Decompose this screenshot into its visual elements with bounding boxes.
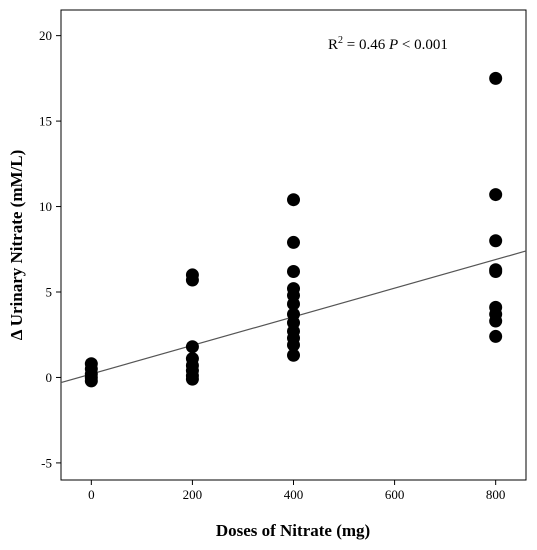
data-point-0-14 bbox=[287, 235, 300, 249]
y-axis: -5 0 5 10 15 20 bbox=[39, 28, 61, 470]
y-tick-label-3: 10 bbox=[39, 199, 52, 214]
data-point-0-27 bbox=[489, 234, 503, 248]
y-tick-label-2: 5 bbox=[46, 285, 53, 300]
p-value: < 0.001 bbox=[398, 37, 448, 53]
x-tick-label-1: 200 bbox=[183, 487, 203, 502]
y-tick-label-5: 20 bbox=[39, 28, 52, 43]
data-point-0-29 bbox=[489, 264, 503, 278]
data-point-0-6 bbox=[185, 273, 199, 287]
data-point-0-15 bbox=[287, 264, 300, 278]
data-point-0-7 bbox=[185, 340, 199, 354]
y-axis-title: Δ Urinary Nitrate (mM/L) bbox=[7, 150, 26, 341]
regression-annotation: R2 = 0.46 P < 0.001 bbox=[328, 35, 448, 53]
data-point-0-32 bbox=[489, 314, 503, 328]
x-tick-label-2: 400 bbox=[284, 487, 304, 502]
y-tick-label-4: 15 bbox=[39, 114, 52, 129]
r2-label: R bbox=[328, 37, 338, 53]
data-point-0-33 bbox=[489, 329, 503, 343]
data-point-0-12 bbox=[185, 372, 199, 386]
data-point-0-23 bbox=[287, 338, 300, 352]
data-point-0-18 bbox=[287, 297, 300, 311]
y-tick-label-0: -5 bbox=[41, 455, 52, 470]
data-points-layer bbox=[84, 71, 503, 388]
r2-superscript: 2 bbox=[338, 35, 343, 46]
data-point-0-13 bbox=[287, 193, 300, 207]
y-tick-label-1: 0 bbox=[46, 370, 53, 385]
data-point-0-26 bbox=[489, 188, 503, 202]
x-tick-label-0: 0 bbox=[88, 487, 95, 502]
data-point-0-24 bbox=[287, 348, 300, 362]
x-tick-label-4: 800 bbox=[486, 487, 506, 502]
p-label: P bbox=[388, 37, 398, 53]
data-point-0-25 bbox=[489, 71, 503, 85]
data-point-0-4 bbox=[84, 374, 98, 388]
x-tick-label-3: 600 bbox=[385, 487, 405, 502]
x-axis-title: Doses of Nitrate (mg) bbox=[216, 521, 370, 540]
r2-value: = 0.46 bbox=[343, 37, 389, 53]
x-axis: 0 200 400 600 800 bbox=[88, 480, 505, 502]
